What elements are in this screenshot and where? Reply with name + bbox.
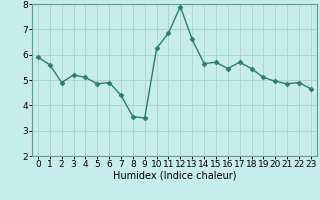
X-axis label: Humidex (Indice chaleur): Humidex (Indice chaleur) — [113, 171, 236, 181]
